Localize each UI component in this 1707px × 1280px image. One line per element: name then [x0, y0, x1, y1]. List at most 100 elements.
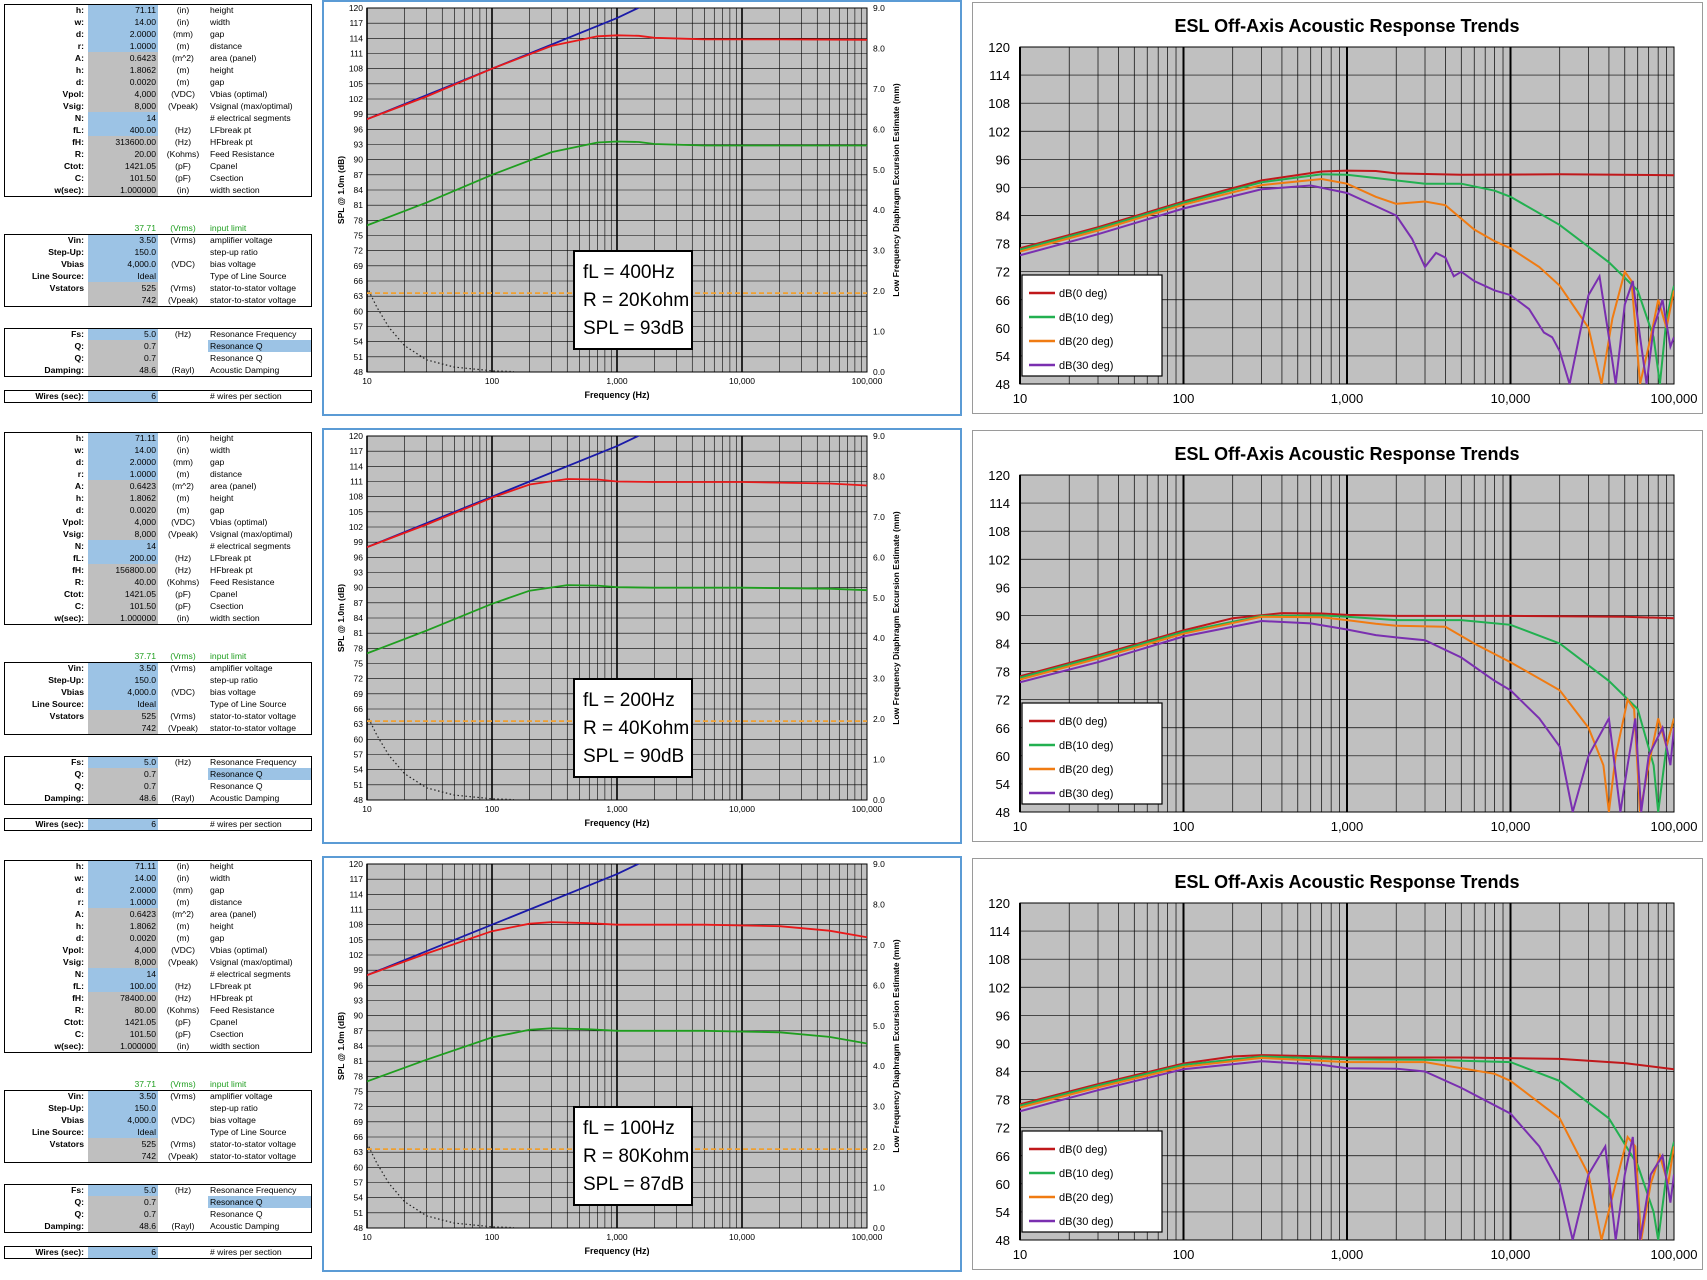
param-value[interactable]: 101.50 [88, 600, 158, 612]
param-value[interactable]: 2.0000 [88, 456, 158, 468]
param-value[interactable]: 14.00 [88, 16, 158, 28]
param-value[interactable]: 8,000 [88, 528, 158, 540]
param-value[interactable]: 37.71 [134, 651, 156, 661]
param-unit: (Hz) [174, 1185, 192, 1195]
param-value[interactable]: 200.00 [88, 552, 158, 564]
y-tick-label: 81 [354, 1056, 364, 1066]
param-value[interactable]: 150.0 [88, 674, 158, 686]
param-value[interactable]: 0.6423 [88, 480, 158, 492]
param-desc: height [210, 5, 234, 15]
param-value[interactable]: 1.000000 [88, 184, 158, 196]
param-value[interactable]: 742 [88, 722, 158, 734]
y-tick-label: 111 [350, 49, 363, 59]
param-value[interactable]: 101.50 [88, 1028, 158, 1040]
param-value[interactable]: 0.7 [88, 340, 158, 352]
param-row-fh: fH: 156800.00 (Hz) HFbreak pt [4, 564, 312, 576]
param-value[interactable]: 100.00 [88, 980, 158, 992]
param-value[interactable]: 0.7 [88, 1196, 158, 1208]
param-value[interactable]: 48.6 [88, 364, 158, 376]
param-value[interactable]: 71.11 [88, 4, 158, 16]
spl-series-4 [367, 714, 515, 800]
param-value[interactable]: 48.6 [88, 1220, 158, 1232]
param-value[interactable]: 6 [88, 818, 158, 830]
param-value[interactable]: 20.00 [88, 148, 158, 160]
param-value[interactable]: 1.000000 [88, 1040, 158, 1052]
param-value[interactable]: 4,000 [88, 944, 158, 956]
param-value[interactable]: 14.00 [88, 444, 158, 456]
param-value[interactable]: 4,000.0 [88, 686, 158, 698]
param-value[interactable]: 5.0 [88, 756, 158, 768]
param-value[interactable]: 48.6 [88, 792, 158, 804]
param-value[interactable]: 4,000.0 [88, 258, 158, 270]
param-value[interactable]: 40.00 [88, 576, 158, 588]
param-value[interactable]: 0.7 [88, 768, 158, 780]
param-value[interactable]: 80.00 [88, 1004, 158, 1016]
param-value[interactable]: 3.50 [88, 662, 158, 674]
param-unit: (Kohms) [166, 577, 200, 587]
param-value[interactable]: 313600.00 [88, 136, 158, 148]
param-value[interactable]: 37.71 [134, 1079, 156, 1089]
param-value[interactable]: 3.50 [88, 1090, 158, 1102]
param-value[interactable]: 8,000 [88, 100, 158, 112]
param-value[interactable]: 1.8062 [88, 920, 158, 932]
y-tick-label: 48 [354, 795, 364, 805]
param-row-wsec: w(sec): 1.000000 (in) width section [4, 612, 312, 624]
param-value[interactable]: 8,000 [88, 956, 158, 968]
param-unit: (in) [176, 1041, 190, 1051]
param-value[interactable]: 1421.05 [88, 1016, 158, 1028]
y-tick-label: 75 [354, 1087, 364, 1097]
param-value[interactable]: 150.0 [88, 1102, 158, 1114]
param-value[interactable]: 1.0000 [88, 896, 158, 908]
param-value[interactable]: 742 [88, 294, 158, 306]
param-value[interactable]: 0.7 [88, 352, 158, 364]
legend-label: dB(10 deg) [1059, 1168, 1113, 1180]
param-value[interactable]: 3.50 [88, 234, 158, 246]
param-value[interactable]: 742 [88, 1150, 158, 1162]
param-value[interactable]: 71.11 [88, 432, 158, 444]
param-value[interactable]: Ideal [88, 1126, 158, 1138]
param-value[interactable]: 1.000000 [88, 612, 158, 624]
param-value[interactable]: Ideal [88, 270, 158, 282]
param-value[interactable]: Ideal [88, 698, 158, 710]
param-value[interactable]: 0.6423 [88, 52, 158, 64]
param-value[interactable]: 0.0020 [88, 932, 158, 944]
param-value[interactable]: 525 [88, 1138, 158, 1150]
param-value[interactable]: 2.0000 [88, 884, 158, 896]
param-value[interactable]: 1421.05 [88, 588, 158, 600]
param-value[interactable]: 14 [88, 968, 158, 980]
param-value[interactable]: 2.0000 [88, 28, 158, 40]
param-value[interactable]: 5.0 [88, 1184, 158, 1196]
param-value[interactable]: 150.0 [88, 246, 158, 258]
param-value[interactable]: 525 [88, 282, 158, 294]
param-value[interactable]: 14 [88, 540, 158, 552]
param-value[interactable]: 156800.00 [88, 564, 158, 576]
param-value[interactable]: 6 [88, 1246, 158, 1258]
param-value[interactable]: 5.0 [88, 328, 158, 340]
param-value[interactable]: 37.71 [134, 223, 156, 233]
param-label: w(sec): [54, 1041, 84, 1051]
param-value[interactable]: 0.0020 [88, 504, 158, 516]
param-value[interactable]: 1.0000 [88, 40, 158, 52]
param-value[interactable]: 4,000 [88, 516, 158, 528]
param-value[interactable]: 0.0020 [88, 76, 158, 88]
param-value[interactable]: 14.00 [88, 872, 158, 884]
param-row-ctot: Ctot: 1421.05 (pF) Cpanel [4, 1016, 312, 1028]
param-value[interactable]: 0.7 [88, 1208, 158, 1220]
param-value[interactable]: 1.8062 [88, 64, 158, 76]
param-value[interactable]: 71.11 [88, 860, 158, 872]
param-value[interactable]: 0.6423 [88, 908, 158, 920]
param-value[interactable]: 0.7 [88, 780, 158, 792]
param-value[interactable]: 6 [88, 390, 158, 402]
param-value[interactable]: 101.50 [88, 172, 158, 184]
param-value[interactable]: 4,000 [88, 88, 158, 100]
param-value[interactable]: 1421.05 [88, 160, 158, 172]
y-tick-label: 111 [350, 477, 363, 487]
param-value[interactable]: 4,000.0 [88, 1114, 158, 1126]
param-value[interactable]: 78400.00 [88, 992, 158, 1004]
param-desc: Vbias (optimal) [210, 945, 268, 955]
param-value[interactable]: 525 [88, 710, 158, 722]
param-value[interactable]: 1.8062 [88, 492, 158, 504]
param-value[interactable]: 400.00 [88, 124, 158, 136]
param-value[interactable]: 1.0000 [88, 468, 158, 480]
param-value[interactable]: 14 [88, 112, 158, 124]
